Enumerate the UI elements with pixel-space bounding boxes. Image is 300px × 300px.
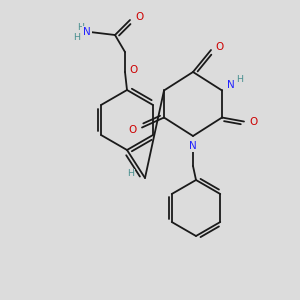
Text: H: H (236, 75, 244, 84)
Text: N: N (189, 141, 197, 151)
Text: O: O (129, 124, 137, 134)
Text: H: H (77, 22, 85, 32)
Text: H: H (128, 169, 134, 178)
Text: O: O (135, 12, 143, 22)
Text: O: O (249, 116, 257, 127)
Text: H: H (74, 32, 80, 41)
Text: N: N (227, 80, 235, 91)
Text: O: O (129, 65, 137, 75)
Text: O: O (216, 42, 224, 52)
Text: N: N (83, 27, 91, 37)
